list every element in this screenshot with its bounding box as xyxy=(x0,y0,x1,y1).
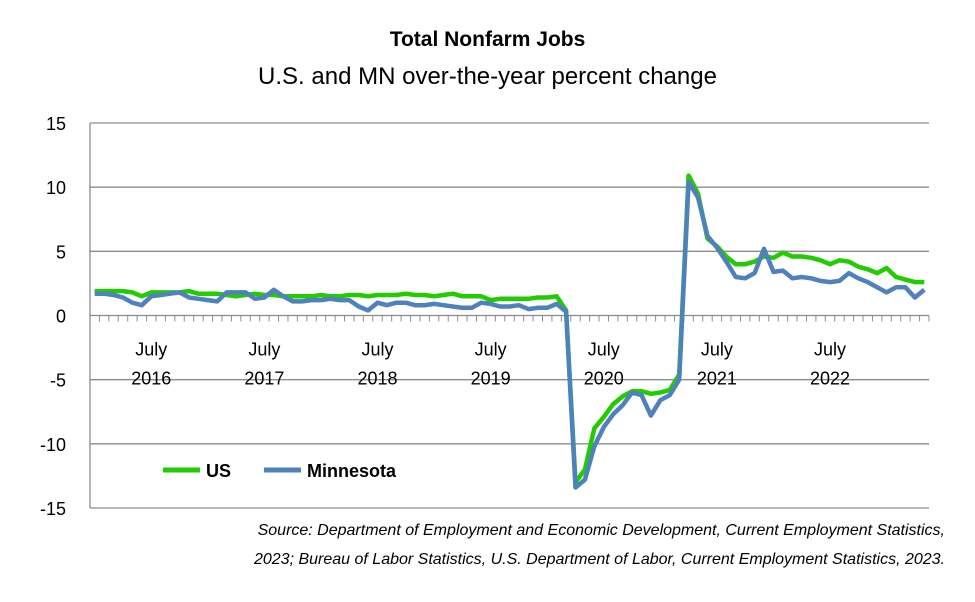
chart-title: Total Nonfarm Jobs xyxy=(389,28,586,51)
source-line-1: Source: Department of Employment and Eco… xyxy=(257,522,945,539)
y-tick-label: 10 xyxy=(46,178,66,198)
x-tick-label-month: July xyxy=(588,340,620,360)
x-tick-label-year: 2018 xyxy=(357,369,397,389)
x-tick-label-month: July xyxy=(701,340,733,360)
x-tick-label-year: 2021 xyxy=(697,369,737,389)
x-tick-label-year: 2022 xyxy=(810,369,850,389)
x-tick-label-month: July xyxy=(475,340,507,360)
x-tick-label-month: July xyxy=(814,340,846,360)
legend-label-minnesota: Minnesota xyxy=(307,461,397,481)
y-tick-label: -15 xyxy=(40,499,66,519)
legend-label-us: US xyxy=(206,461,231,481)
series-line-minnesota xyxy=(94,179,926,490)
y-tick-label: -5 xyxy=(50,371,66,391)
x-tick-label-year: 2019 xyxy=(471,369,511,389)
x-tick-label-year: 2020 xyxy=(584,369,624,389)
legend: US Minnesota xyxy=(163,461,397,481)
x-tick-label-year: 2016 xyxy=(131,369,171,389)
x-tick-label-year: 2017 xyxy=(244,369,284,389)
x-tick-label-month: July xyxy=(362,340,394,360)
x-tick-label-month: July xyxy=(248,340,280,360)
y-tick-label: 5 xyxy=(56,242,66,262)
y-tick-label: -10 xyxy=(40,435,66,455)
chart-subtitle: U.S. and MN over-the-year percent change xyxy=(258,63,717,90)
source-line-2: 2023; Bureau of Labor Statistics, U.S. D… xyxy=(253,551,945,568)
series-line-us xyxy=(94,173,925,485)
y-tick-label: 15 xyxy=(46,114,66,134)
x-tick-label-month: July xyxy=(135,340,167,360)
y-tick-label: 0 xyxy=(56,307,66,327)
